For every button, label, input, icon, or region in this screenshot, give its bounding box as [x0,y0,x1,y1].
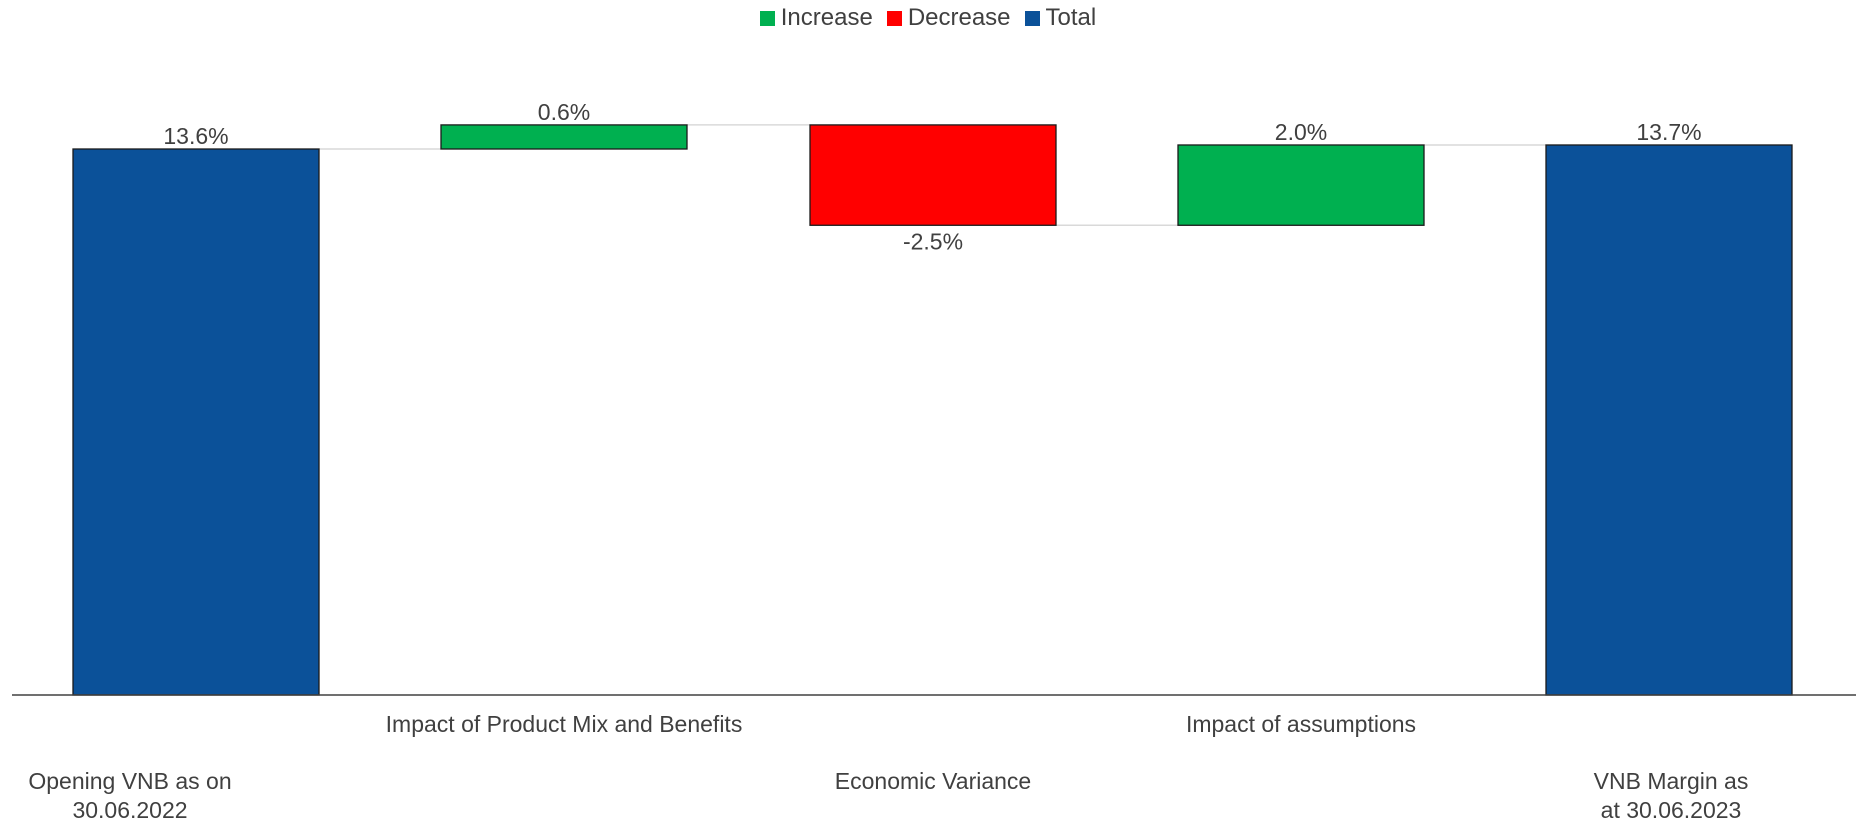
legend-label-decrease: Decrease [907,4,1011,31]
bar-1 [440,124,688,150]
legend-item-decrease: Decrease [886,4,1011,32]
legend-swatch-increase [759,10,775,26]
category-label-opening: Opening VNB as on 30.06.2022 [28,768,232,823]
bar-2 [809,124,1057,226]
legend-swatch-decrease [886,10,902,26]
legend-label-increase: Increase [780,4,873,31]
legend-label-total: Total [1045,4,1097,31]
chart-legend: Increase Decrease Total [0,4,1856,32]
data-label-3: 2.0% [1275,119,1327,145]
bar-0 [72,148,320,696]
category-label-closing: VNB Margin as at 30.06.2023 [1593,768,1749,823]
category-label-economic-variance: Economic Variance [834,768,1032,794]
legend-item-total: Total [1024,4,1097,32]
legend-swatch-total [1024,10,1040,26]
legend-item-increase: Increase [759,4,873,32]
data-label-1: 0.6% [538,99,590,125]
bar-4 [1545,144,1793,696]
bar-3 [1177,144,1425,226]
category-label-assumptions: Impact of assumptions [1185,711,1417,737]
data-label-4: 13.7% [1636,119,1701,145]
data-label-0: 13.6% [163,123,228,149]
category-label-product-mix: Impact of Product Mix and Benefits [385,711,743,737]
data-label-2: -2.5% [903,228,963,254]
